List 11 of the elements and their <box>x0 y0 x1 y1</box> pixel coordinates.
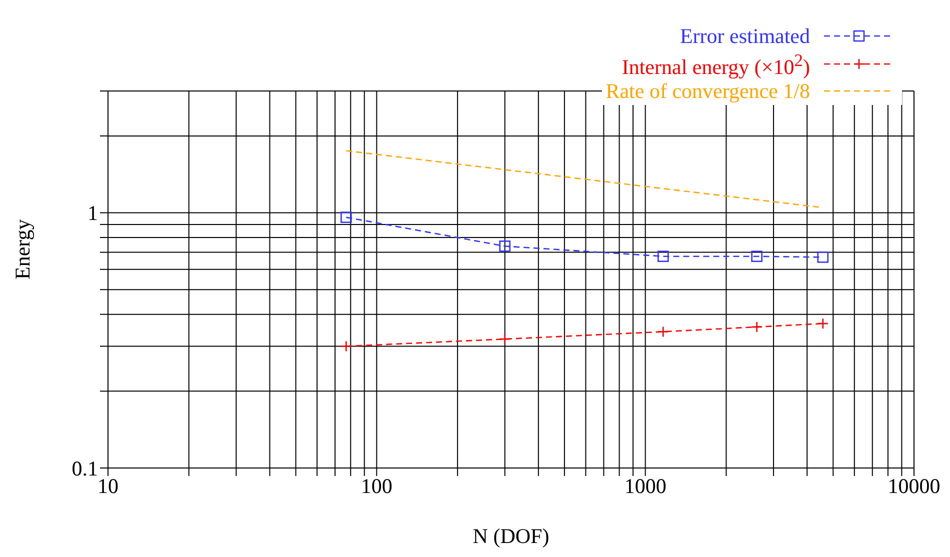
legend-label: Internal energy (×10$^{2}$) <box>622 49 810 79</box>
x-tick-label: 10000 <box>888 474 940 498</box>
x-tick-label: 100 <box>360 474 392 498</box>
x-axis-title: N (DOF) <box>472 524 550 548</box>
y-axis-title: Energy <box>10 218 34 280</box>
y-tick-label: 0.1 <box>72 456 98 480</box>
legend-label: Rate of convergence 1/8 <box>606 79 810 103</box>
y-tick-label: 1 <box>88 201 98 226</box>
x-tick-label: 1000 <box>624 474 666 498</box>
legend-label: Error estimated <box>680 24 810 48</box>
x-tick-label: 10 <box>98 474 118 498</box>
